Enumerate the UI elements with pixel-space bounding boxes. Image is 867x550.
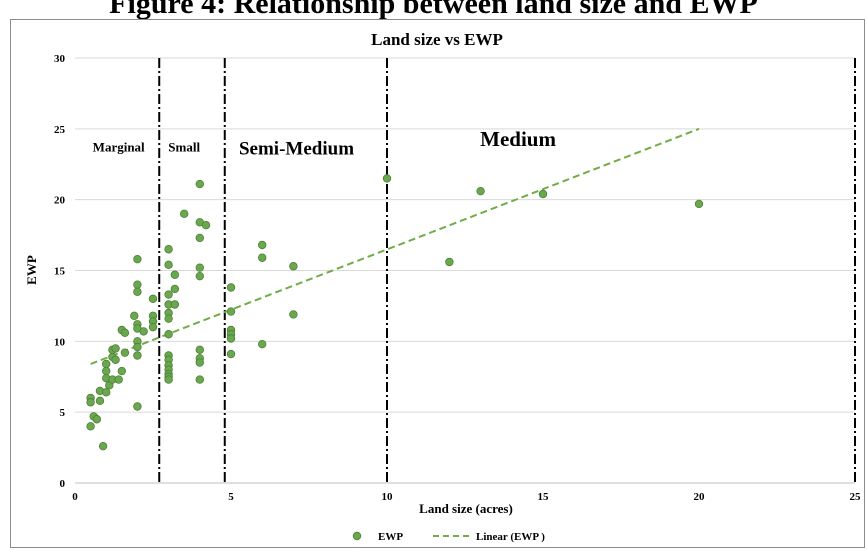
data-point (133, 254, 142, 264)
data-point (133, 280, 142, 289)
data-point (101, 359, 111, 369)
data-point (226, 307, 236, 316)
x-axis-ticks: 0 5 10 15 20 25 (72, 491, 861, 503)
data-point (98, 441, 108, 451)
data-point (258, 240, 267, 250)
data-point (120, 348, 130, 357)
data-point (164, 330, 173, 339)
data-point (92, 415, 102, 424)
data-point (164, 314, 173, 323)
y-tick-label: 30 (54, 53, 66, 65)
data-point (101, 366, 111, 376)
region-label: Semi-Medium (239, 138, 354, 159)
gridlines (75, 57, 855, 413)
y-tick-label: 20 (54, 195, 66, 207)
trendline-group (90, 127, 700, 365)
data-point (95, 396, 105, 406)
data-point (130, 311, 139, 321)
figure-title: Figure 4: Relationship between land size… (109, 0, 758, 20)
chart-frame (10, 19, 865, 548)
y-tick-label: 25 (54, 124, 66, 136)
data-point (195, 233, 204, 243)
x-tick-label: 20 (694, 491, 706, 503)
x-tick-label: 15 (538, 491, 550, 503)
y-axis-label: EWP (24, 255, 39, 285)
y-tick-label: 15 (54, 266, 66, 278)
legend: EWP Linear (EWP ) (352, 531, 545, 543)
region-dividers (158, 58, 856, 483)
data-point (170, 300, 180, 309)
region-label: Marginal (93, 140, 145, 155)
data-point (101, 388, 111, 397)
data-point (258, 339, 267, 349)
data-point (476, 186, 485, 196)
data-point (258, 253, 267, 262)
data-point (164, 245, 173, 254)
x-tick-label: 5 (228, 491, 234, 503)
x-tick-label: 0 (72, 491, 78, 503)
legend-label-ewp: EWP (378, 531, 403, 543)
data-point (226, 334, 236, 343)
data-point (133, 287, 142, 296)
data-point (195, 271, 204, 281)
data-point (195, 375, 204, 384)
data-point (133, 342, 142, 352)
data-point (86, 398, 95, 407)
data-point (170, 284, 180, 294)
data-point (170, 270, 180, 279)
data-point (114, 375, 123, 384)
data-point (111, 344, 120, 353)
data-point (179, 209, 189, 219)
y-axis-ticks: 0 5 10 15 20 25 30 (54, 53, 66, 490)
chart-title: Land size vs EWP (371, 30, 503, 49)
data-point (226, 349, 236, 359)
data-points (86, 174, 704, 451)
data-point (164, 260, 173, 270)
data-point (195, 345, 204, 355)
data-point (694, 199, 704, 209)
y-tick-label: 10 (54, 336, 66, 348)
legend-marker-ewp (352, 531, 362, 541)
data-point (382, 174, 392, 183)
data-point (133, 351, 142, 360)
data-point (120, 328, 130, 338)
data-point (195, 358, 204, 367)
data-point (148, 294, 158, 304)
data-point (289, 310, 298, 319)
data-point (195, 263, 204, 272)
legend-label-trend: Linear (EWP ) (476, 531, 545, 543)
data-point (226, 283, 236, 292)
data-point (139, 327, 148, 336)
x-tick-label: 25 (850, 491, 862, 503)
data-point (289, 262, 298, 271)
region-labels: Marginal Small Semi-Medium Medium (93, 127, 557, 160)
y-tick-label: 0 (60, 478, 66, 490)
data-point (538, 189, 548, 199)
region-label: Medium (480, 127, 556, 151)
x-tick-label: 10 (382, 491, 394, 503)
region-label: Small (168, 140, 200, 155)
data-point (117, 366, 126, 376)
data-point (86, 422, 95, 431)
data-point (201, 220, 211, 230)
data-point (164, 375, 173, 384)
y-tick-label: 5 (60, 407, 66, 419)
trendline (90, 127, 700, 365)
data-point (148, 322, 158, 332)
data-point (133, 402, 142, 411)
data-point (164, 290, 173, 299)
data-point (111, 355, 120, 364)
x-axis-label: Land size (acres) (419, 501, 513, 516)
data-point (445, 257, 454, 267)
data-point (195, 179, 204, 189)
